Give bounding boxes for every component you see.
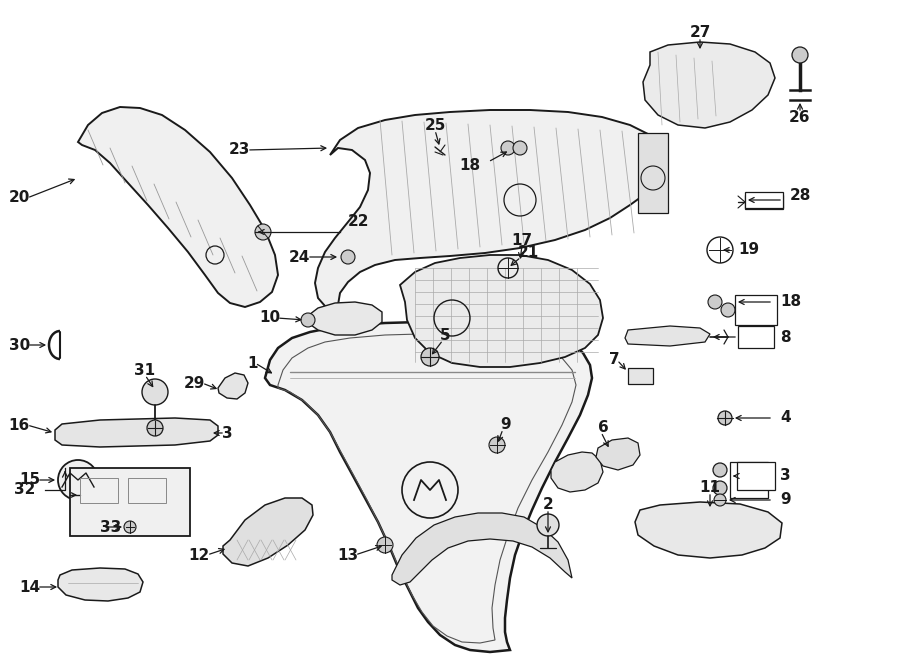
Text: 16: 16: [9, 418, 30, 432]
Circle shape: [341, 250, 355, 264]
Bar: [628, 368, 653, 384]
Circle shape: [58, 460, 98, 500]
Circle shape: [718, 411, 732, 425]
Circle shape: [142, 379, 168, 405]
Text: 6: 6: [598, 420, 608, 435]
Circle shape: [513, 141, 527, 155]
Text: 28: 28: [790, 188, 812, 202]
Polygon shape: [78, 107, 278, 307]
Text: 24: 24: [289, 249, 310, 264]
Text: 7: 7: [609, 352, 620, 368]
Text: 20: 20: [9, 190, 30, 206]
Text: 17: 17: [511, 233, 533, 248]
Text: 5: 5: [440, 328, 451, 343]
Text: 22: 22: [348, 215, 370, 229]
Text: 8: 8: [780, 329, 790, 344]
Circle shape: [255, 224, 271, 240]
Text: 29: 29: [184, 375, 205, 391]
Text: 21: 21: [518, 245, 539, 260]
Text: 15: 15: [19, 473, 40, 488]
Polygon shape: [400, 255, 603, 367]
Text: 14: 14: [19, 580, 40, 594]
Text: 23: 23: [229, 143, 250, 157]
Text: 9: 9: [500, 417, 510, 432]
Text: 3: 3: [780, 469, 790, 483]
Circle shape: [124, 521, 136, 533]
Circle shape: [301, 313, 315, 327]
Polygon shape: [596, 438, 640, 470]
Polygon shape: [635, 502, 782, 558]
Circle shape: [708, 295, 722, 309]
Polygon shape: [265, 322, 592, 652]
Text: 9: 9: [780, 492, 790, 508]
Text: 27: 27: [689, 25, 711, 40]
Circle shape: [721, 303, 735, 317]
Circle shape: [377, 537, 393, 553]
Bar: [730, 462, 768, 498]
Polygon shape: [223, 498, 313, 566]
Text: 11: 11: [699, 480, 721, 495]
Text: 18: 18: [459, 157, 480, 173]
Polygon shape: [58, 568, 143, 601]
Text: 10: 10: [259, 311, 280, 325]
Polygon shape: [643, 42, 775, 128]
Bar: [638, 133, 668, 213]
Circle shape: [537, 514, 559, 536]
Text: 12: 12: [189, 547, 210, 563]
Polygon shape: [625, 326, 710, 346]
Polygon shape: [305, 302, 382, 335]
Circle shape: [713, 481, 727, 495]
Text: 31: 31: [134, 363, 156, 378]
Bar: [128, 478, 166, 503]
Bar: [80, 478, 118, 503]
Bar: [70, 468, 190, 536]
Text: 3: 3: [222, 426, 232, 440]
Circle shape: [489, 437, 505, 453]
Bar: [735, 295, 777, 325]
Circle shape: [147, 420, 163, 436]
Text: 1: 1: [248, 356, 258, 371]
Circle shape: [402, 462, 458, 518]
Bar: [745, 192, 783, 208]
Text: 30: 30: [9, 338, 30, 352]
Text: 25: 25: [424, 118, 446, 133]
Polygon shape: [551, 452, 603, 492]
Circle shape: [501, 141, 515, 155]
Circle shape: [792, 47, 808, 63]
Polygon shape: [218, 373, 248, 399]
Text: 19: 19: [738, 243, 759, 258]
Text: 33: 33: [100, 520, 122, 535]
Circle shape: [714, 494, 726, 506]
Polygon shape: [392, 513, 572, 585]
Polygon shape: [55, 418, 218, 447]
Bar: [738, 326, 774, 348]
Bar: [737, 462, 775, 490]
Text: 4: 4: [780, 410, 790, 426]
Bar: [745, 195, 783, 209]
Text: 18: 18: [780, 295, 801, 309]
Polygon shape: [315, 110, 665, 308]
Text: 13: 13: [337, 547, 358, 563]
Circle shape: [421, 348, 439, 366]
Circle shape: [713, 463, 727, 477]
Text: 2: 2: [543, 497, 553, 512]
Text: 32: 32: [14, 483, 35, 498]
Text: 26: 26: [789, 110, 811, 125]
